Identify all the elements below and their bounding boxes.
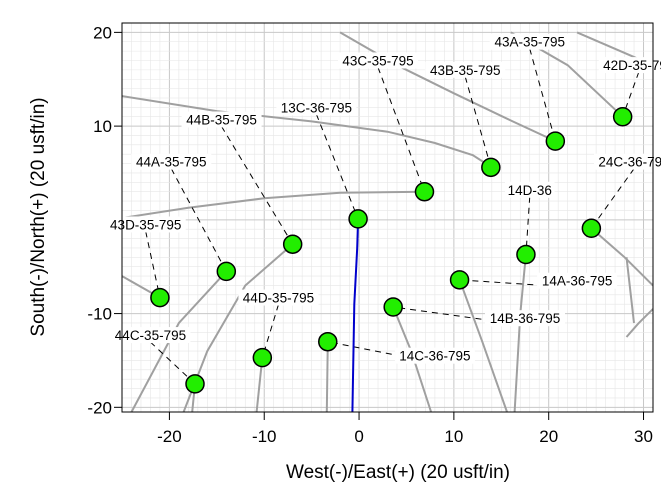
well-label: 43B-35-795 [430, 63, 501, 78]
label-leader [459, 279, 578, 289]
well-marker [252, 347, 273, 368]
label-leader [327, 341, 436, 364]
well-marker [612, 106, 633, 127]
well-marker [348, 209, 368, 229]
well-marker [449, 270, 470, 290]
well-marker [282, 234, 303, 254]
offset-wellpath [122, 190, 425, 219]
y-tick-label: -10 [87, 305, 112, 324]
label-background [394, 347, 475, 364]
well-marker [383, 297, 403, 317]
y-axis-label: South(-)/North(+) (20 usft/in) [28, 97, 49, 336]
well-markers [150, 106, 633, 394]
offset-wellpath [458, 279, 508, 412]
label-leader [145, 231, 161, 298]
label-background [425, 61, 506, 78]
well-label: 14A-36-795 [542, 274, 613, 289]
y-tick-label: -20 [87, 398, 112, 417]
label-leader [221, 126, 294, 245]
label-background [131, 153, 212, 170]
offset-wellpath [130, 270, 228, 412]
y-tick-label: 10 [93, 117, 112, 136]
well-label: 43C-35-795 [342, 53, 413, 68]
well-label: 44D-35-795 [243, 291, 314, 306]
well-labels: 43A-35-795 42D-35-795 43C-35-795 43B-35-795… [105, 33, 661, 364]
label-leader [622, 71, 640, 117]
label-leader [377, 67, 425, 192]
well-label: 14D-36 [508, 183, 552, 198]
offset-wellpath [590, 227, 653, 287]
well-marker [481, 157, 501, 178]
x-axis-label: West(-)/East(+) (20 usft/in) [286, 462, 510, 483]
well-label: 14B-36-795 [490, 311, 561, 326]
well-label: 24C-36-795 [598, 155, 661, 170]
label-background [276, 99, 357, 116]
x-tick-label: 0 [354, 427, 363, 446]
subject-wellbore [351, 218, 360, 412]
well-label: 42D-35-795 [603, 58, 661, 73]
label-background [594, 153, 661, 170]
well-label: 14C-36-795 [399, 349, 470, 364]
well-marker [581, 218, 602, 239]
offset-wellpath [325, 341, 329, 412]
well-label: 44A-35-795 [136, 155, 207, 170]
label-leader [315, 114, 359, 220]
x-tick-label: 30 [634, 427, 653, 446]
well-label: 13C-36-795 [281, 100, 352, 115]
well-marker [216, 261, 237, 282]
well-marker [318, 331, 338, 352]
well-marker [185, 374, 205, 394]
label-leaders [145, 48, 640, 385]
well-marker [545, 131, 566, 151]
label-background [181, 111, 262, 128]
label-background [504, 181, 555, 198]
label-background [338, 52, 419, 69]
offset-wellpath [625, 308, 653, 338]
label-leader [529, 48, 556, 142]
label-background [110, 327, 191, 344]
x-tick-label: 10 [444, 427, 463, 446]
label-leader [590, 168, 635, 229]
well-label: 44C-35-795 [115, 328, 186, 343]
label-background [489, 33, 570, 50]
wellbore-path [351, 218, 360, 412]
x-tick-label: -10 [252, 427, 277, 446]
x-tick-label: -20 [157, 427, 182, 446]
label-background [105, 216, 186, 233]
offset-wellpath [625, 257, 635, 324]
well-marker [516, 244, 536, 265]
label-background [484, 310, 565, 327]
well-label: 43A-35-795 [494, 35, 565, 50]
label-background [238, 289, 319, 306]
offset-wellpath [122, 95, 493, 169]
label-leader [170, 168, 227, 272]
label-background [537, 272, 618, 289]
well-label: 44B-35-795 [186, 112, 257, 127]
x-tick-label: 20 [539, 427, 558, 446]
well-marker [414, 181, 435, 202]
label-leader [464, 76, 492, 168]
well-label: 43D-35-795 [110, 217, 181, 232]
y-tick-label: 20 [93, 23, 112, 42]
axes: -20 -10 0 10 20 30 -20 -10 10 20 [87, 23, 653, 446]
label-background [598, 57, 661, 74]
plot-border [121, 22, 654, 413]
well-marker [150, 287, 170, 308]
